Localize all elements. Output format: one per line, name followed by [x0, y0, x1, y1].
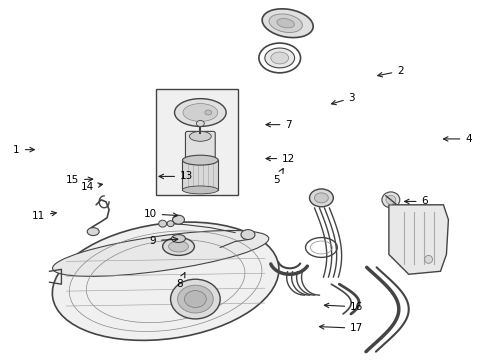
Ellipse shape: [169, 241, 189, 252]
Text: 8: 8: [176, 273, 185, 289]
Ellipse shape: [52, 230, 269, 276]
Bar: [182, 160, 218, 190]
Ellipse shape: [177, 285, 213, 313]
Ellipse shape: [196, 121, 204, 126]
Text: 13: 13: [159, 171, 193, 181]
Ellipse shape: [159, 220, 167, 227]
Ellipse shape: [315, 193, 328, 203]
Text: 16: 16: [324, 302, 364, 312]
Ellipse shape: [310, 189, 333, 207]
Ellipse shape: [87, 228, 99, 235]
Ellipse shape: [167, 221, 174, 227]
Ellipse shape: [182, 155, 218, 165]
Ellipse shape: [262, 9, 313, 37]
Text: 1: 1: [13, 145, 34, 155]
Text: 17: 17: [319, 323, 364, 333]
Ellipse shape: [277, 19, 294, 28]
Text: 7: 7: [266, 120, 292, 130]
Ellipse shape: [241, 230, 255, 239]
Text: 10: 10: [144, 209, 178, 219]
Text: 2: 2: [378, 66, 404, 77]
Ellipse shape: [174, 99, 226, 126]
Ellipse shape: [184, 291, 206, 307]
Text: 12: 12: [266, 154, 295, 163]
Text: 15: 15: [66, 175, 93, 185]
Ellipse shape: [183, 104, 218, 121]
Ellipse shape: [182, 186, 218, 194]
Text: 5: 5: [273, 168, 283, 185]
Ellipse shape: [52, 222, 279, 340]
Text: 14: 14: [80, 182, 102, 192]
Bar: [156, 89, 238, 195]
Ellipse shape: [269, 14, 302, 32]
Ellipse shape: [386, 195, 396, 204]
Text: 9: 9: [149, 236, 178, 246]
Ellipse shape: [271, 52, 289, 64]
Ellipse shape: [382, 192, 400, 208]
Ellipse shape: [172, 215, 184, 224]
Ellipse shape: [171, 279, 220, 319]
Text: 6: 6: [405, 197, 428, 206]
Text: 3: 3: [332, 93, 355, 105]
Text: 11: 11: [32, 211, 56, 221]
Ellipse shape: [205, 110, 212, 115]
Polygon shape: [389, 205, 448, 274]
Ellipse shape: [190, 131, 211, 141]
Text: 4: 4: [443, 134, 472, 144]
Ellipse shape: [163, 238, 195, 255]
Ellipse shape: [265, 48, 294, 68]
Ellipse shape: [172, 235, 185, 243]
FancyBboxPatch shape: [185, 131, 215, 163]
Ellipse shape: [425, 255, 433, 264]
